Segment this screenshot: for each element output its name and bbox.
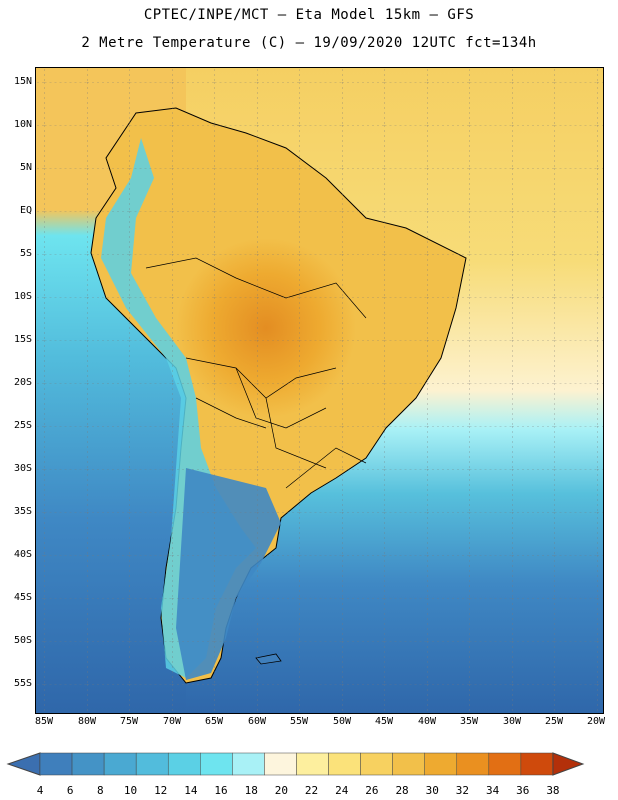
- legend-value-label: 6: [66, 784, 74, 797]
- legend-value-label: 24: [335, 784, 349, 797]
- lon-label: 85W: [34, 716, 54, 727]
- lat-label: 10S: [13, 291, 32, 302]
- legend-value-label: 8: [97, 784, 104, 797]
- lat-label: 25S: [13, 420, 32, 431]
- lat-label: 40S: [13, 549, 32, 560]
- legend-value-label: 28: [395, 784, 409, 797]
- legend-swatch: [167, 752, 201, 776]
- legend-swatch: [488, 752, 522, 776]
- lat-label: 10N: [13, 119, 32, 130]
- lon-label: 70W: [162, 716, 182, 727]
- legend-swatch: [103, 752, 137, 776]
- lon-label: 25W: [544, 716, 564, 727]
- legend-swatch: [520, 752, 554, 776]
- color-legend: [6, 752, 585, 776]
- lat-label: 55S: [13, 678, 32, 689]
- lat-label: 5N: [19, 162, 32, 173]
- legend-swatch: [552, 752, 585, 776]
- lon-label: 75W: [119, 716, 139, 727]
- lon-label: 60W: [247, 716, 267, 727]
- map-title: CPTEC/INPE/MCT – Eta Model 15km – GFS: [143, 7, 475, 23]
- lat-label: 50S: [13, 635, 32, 646]
- legend-value-label: 20: [274, 784, 288, 797]
- legend-value-label: 10: [123, 784, 138, 797]
- lon-label: 50W: [332, 716, 352, 727]
- legend-swatch: [360, 752, 393, 776]
- legend-value-label: 36: [516, 784, 530, 797]
- legend-swatch: [296, 752, 329, 776]
- lat-label: 45S: [13, 592, 32, 603]
- lon-label: 45W: [374, 716, 394, 727]
- legend-value-label: 34: [485, 784, 500, 797]
- lat-label: 30S: [13, 463, 32, 474]
- legend-swatch: [200, 752, 233, 776]
- lon-label: 55W: [289, 716, 309, 727]
- temperature-map: [36, 68, 603, 713]
- legend-swatch: [71, 752, 105, 776]
- legend-swatch: [135, 752, 169, 776]
- legend-value-label: 26: [365, 784, 379, 797]
- legend-swatch: [39, 752, 73, 776]
- lat-label: 35S: [13, 506, 32, 517]
- legend-swatch: [456, 752, 490, 776]
- lon-label: 30W: [502, 716, 522, 727]
- lon-label: 80W: [77, 716, 97, 727]
- legend-value-label: 4: [36, 784, 44, 797]
- map-panel: [35, 67, 604, 714]
- legend-swatch: [264, 752, 297, 776]
- lon-label: 35W: [459, 716, 479, 727]
- graticule: [36, 68, 603, 713]
- legend-swatch: [392, 752, 425, 776]
- lat-label: EQ: [19, 205, 32, 216]
- legend-value-label: 30: [425, 784, 439, 797]
- lat-label: 5S: [19, 248, 32, 259]
- legend-value-label: 32: [455, 784, 470, 797]
- legend-swatch: [6, 752, 41, 776]
- lat-label: 15S: [13, 334, 32, 345]
- legend-value-label: 18: [244, 784, 258, 797]
- lat-label: 15N: [13, 76, 32, 87]
- lon-label: 65W: [204, 716, 224, 727]
- legend-swatch: [232, 752, 265, 776]
- lon-label: 20W: [586, 716, 606, 727]
- lon-label: 40W: [417, 716, 437, 727]
- legend-value-label: 22: [304, 784, 319, 797]
- map-subtitle: 2 Metre Temperature (C) – 19/09/2020 12U…: [81, 35, 537, 51]
- legend-value-label: 38: [546, 784, 560, 797]
- legend-value-label: 14: [184, 784, 198, 797]
- legend-swatch: [424, 752, 458, 776]
- lat-label: 20S: [13, 377, 32, 388]
- legend-value-label: 16: [214, 784, 228, 797]
- legend-value-label: 12: [154, 784, 168, 797]
- legend-swatch: [328, 752, 361, 776]
